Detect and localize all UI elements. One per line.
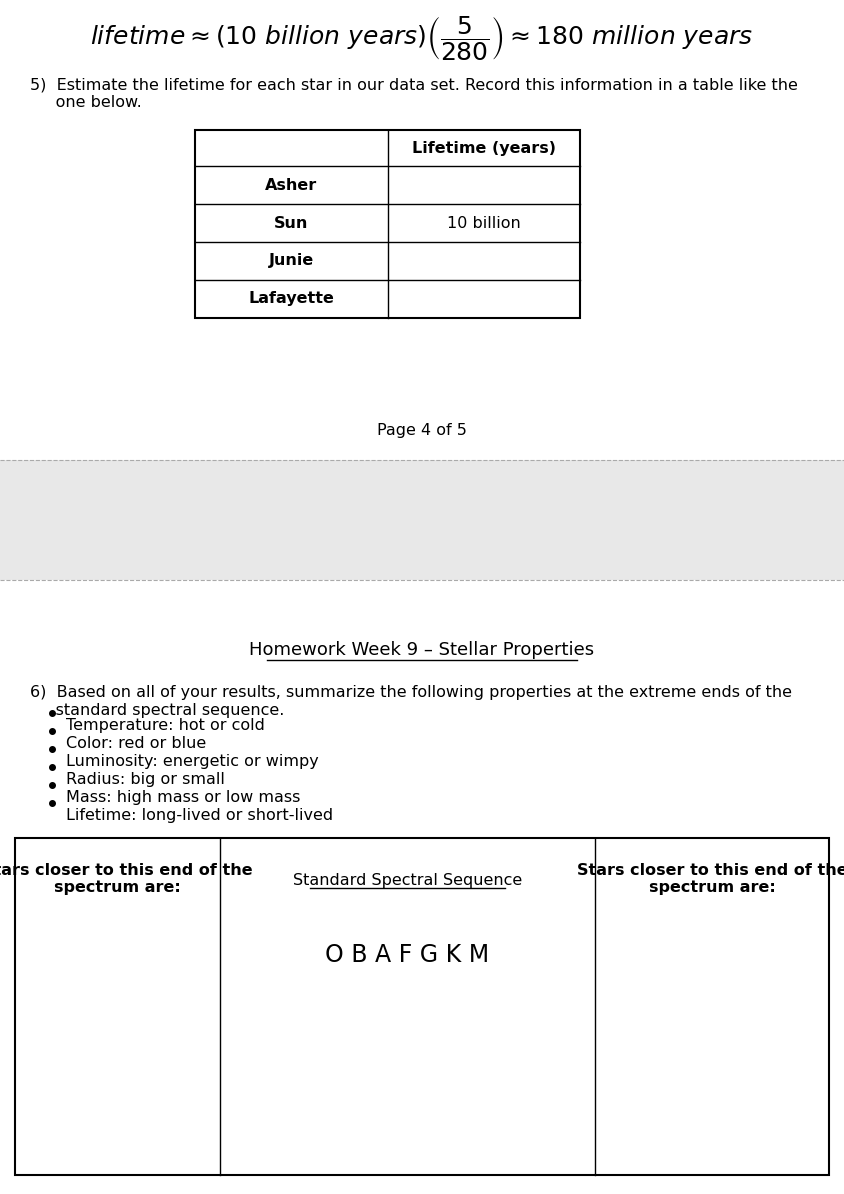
Text: Mass: high mass or low mass: Mass: high mass or low mass	[66, 790, 300, 805]
Text: Stars closer to this end of the
spectrum are:: Stars closer to this end of the spectrum…	[576, 863, 844, 896]
Text: Lafayette: Lafayette	[248, 291, 334, 307]
Text: 5)  Estimate the lifetime for each star in our data set. Record this information: 5) Estimate the lifetime for each star i…	[30, 78, 798, 93]
Text: $\mathit{lifetime} \approx \mathit{(10\ billion\ years)}\left(\dfrac{5}{280}\rig: $\mathit{lifetime} \approx \mathit{(10\ …	[90, 14, 754, 62]
Text: Homework Week 9 – Stellar Properties: Homework Week 9 – Stellar Properties	[250, 641, 594, 659]
Text: Lifetime (years): Lifetime (years)	[412, 141, 555, 155]
Text: Page 4 of 5: Page 4 of 5	[377, 423, 467, 437]
Text: one below.: one below.	[30, 96, 142, 110]
Text: Standard Spectral Sequence: Standard Spectral Sequence	[293, 873, 522, 888]
Text: Lifetime: long-lived or short-lived: Lifetime: long-lived or short-lived	[66, 808, 333, 823]
Text: 6)  Based on all of your results, summarize the following properties at the extr: 6) Based on all of your results, summari…	[30, 685, 792, 700]
Text: 10 billion: 10 billion	[446, 215, 521, 230]
Text: O B A F G K M: O B A F G K M	[326, 943, 490, 967]
Text: standard spectral sequence.: standard spectral sequence.	[30, 703, 284, 718]
Text: Asher: Asher	[265, 178, 317, 192]
Bar	[15, 838, 829, 1175]
Text: Stars closer to this end of the
spectrum are:: Stars closer to this end of the spectrum…	[0, 863, 253, 896]
Text: Color: red or blue: Color: red or blue	[66, 736, 206, 751]
Text: Temperature: hot or cold: Temperature: hot or cold	[66, 718, 265, 733]
Text: Junie: Junie	[268, 253, 314, 269]
Text: Radius: big or small: Radius: big or small	[66, 773, 225, 787]
Bar	[195, 130, 580, 318]
Bar	[0, 460, 844, 580]
Bar	[0, 580, 844, 1194]
Text: Luminosity: energetic or wimpy: Luminosity: energetic or wimpy	[66, 753, 319, 769]
Text: Sun: Sun	[274, 215, 308, 230]
